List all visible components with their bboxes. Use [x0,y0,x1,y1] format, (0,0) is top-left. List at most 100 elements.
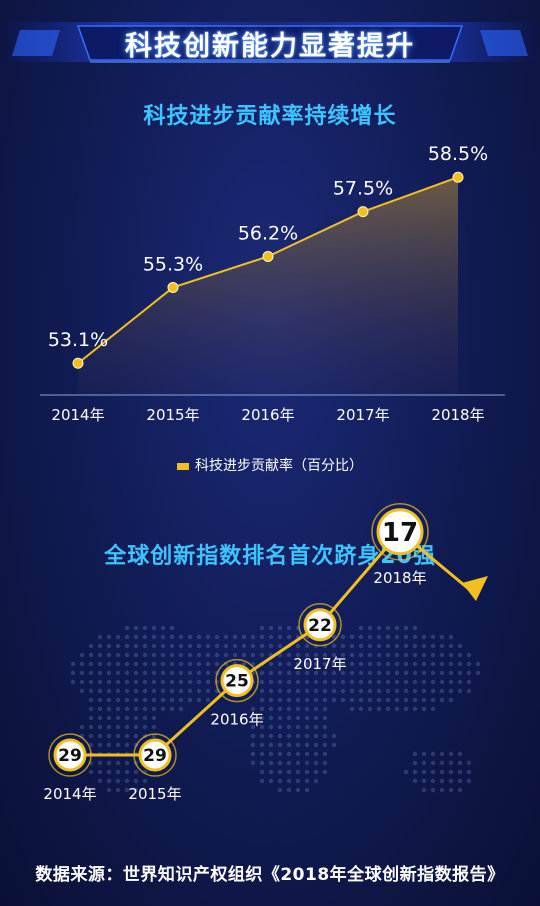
map-dot [115,652,121,658]
map-dot [412,760,418,766]
map-dot [313,706,319,712]
map-dot [259,778,265,784]
map-dot [412,751,418,757]
data-point [72,357,84,369]
map-dot [457,688,463,694]
map-dot [187,652,193,658]
map-dot [430,643,436,649]
map-dot [115,769,121,775]
map-dot [268,634,274,640]
map-dot [313,733,319,739]
map-dot [268,769,274,775]
map-dot [349,706,355,712]
map-dot [466,769,472,775]
map-dot [259,688,265,694]
map-dot [250,751,256,757]
data-source: 数据来源：世界知识产权组织《2018年全球创新指数报告》 [35,865,505,885]
map-dot [394,625,400,631]
map-dot [430,760,436,766]
map-dot [223,643,229,649]
map-dot [439,769,445,775]
map-dot [124,643,130,649]
map-dot [457,643,463,649]
map-dot [250,760,256,766]
map-dot [124,787,130,793]
map-dot [304,661,310,667]
map-dot [421,760,427,766]
map-dot [376,670,382,676]
map-dot [214,643,220,649]
map-dot [286,733,292,739]
map-dot [97,679,103,685]
map-dot [268,751,274,757]
map-dot [412,778,418,784]
map-dot [142,634,148,640]
map-dot [133,625,139,631]
map-dot [277,769,283,775]
map-dot [277,670,283,676]
map-dot [250,733,256,739]
map-dot [124,670,130,676]
map-dot [367,688,373,694]
map-dot [187,688,193,694]
map-dot [457,760,463,766]
map-dot [133,787,139,793]
map-dot [286,760,292,766]
map-dot [187,679,193,685]
map-dot [178,706,184,712]
map-dot [151,670,157,676]
map-dot [241,643,247,649]
map-dot [169,688,175,694]
map-dot [124,634,130,640]
map-dot [367,661,373,667]
map-dot [295,706,301,712]
map-dot [421,670,427,676]
map-dot [430,778,436,784]
map-dot [358,670,364,676]
map-dot [115,634,121,640]
map-dot [178,643,184,649]
map-dot [205,679,211,685]
map-dot [106,661,112,667]
map-dot [160,652,166,658]
map-dot [241,661,247,667]
map-dot [97,670,103,676]
map-dot [412,670,418,676]
trend-arrow-head [462,576,488,601]
map-dot [106,643,112,649]
map-dot [322,661,328,667]
map-dot [286,652,292,658]
data-label: 58.5% [428,143,488,165]
map-dot [259,724,265,730]
map-dot [367,697,373,703]
map-dot [250,706,256,712]
map-dot [259,706,265,712]
map-dot [268,670,274,676]
map-dot [331,652,337,658]
map-dot [115,697,121,703]
map-dot [286,724,292,730]
map-dot [115,643,121,649]
map-dot [421,751,427,757]
map-dot [385,670,391,676]
map-dot [115,778,121,784]
rank-marker [53,738,87,772]
map-dot [286,778,292,784]
map-dot [313,661,319,667]
area-fill [78,177,458,395]
rank-ring [215,658,259,703]
map-dot [151,652,157,658]
map-dot [376,679,382,685]
map-dot [286,715,292,721]
map-dot [187,643,193,649]
map-dot [106,670,112,676]
map-dot [286,787,292,793]
map-dot [358,652,364,658]
map-dot [124,661,130,667]
world-map-dots [70,625,481,793]
map-dot [106,733,112,739]
map-dot [97,742,103,748]
map-dot [106,760,112,766]
map-dot [142,706,148,712]
map-dot [304,751,310,757]
